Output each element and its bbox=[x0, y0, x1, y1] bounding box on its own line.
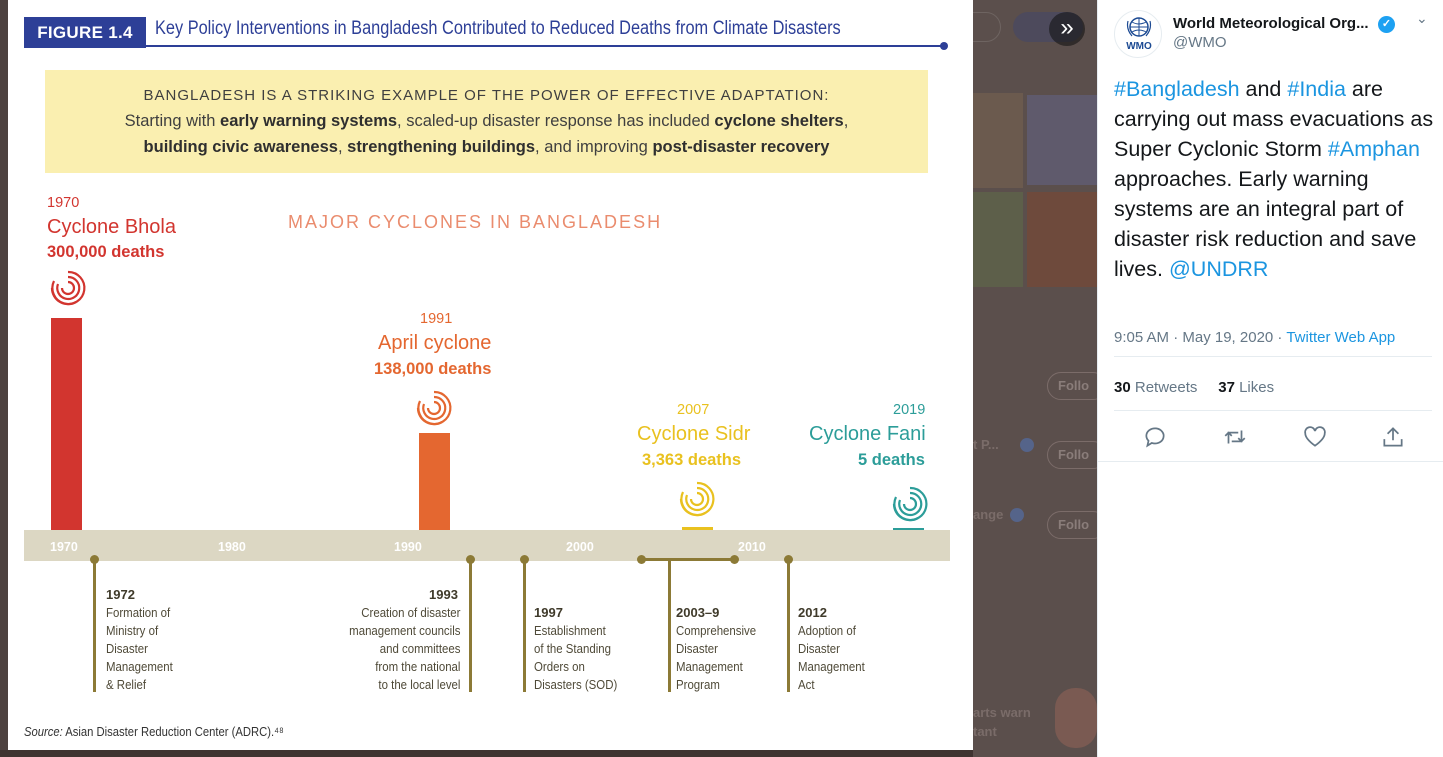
background-overlay bbox=[0, 750, 973, 757]
reply-icon[interactable] bbox=[1142, 424, 1168, 450]
event-line bbox=[668, 559, 671, 692]
event-year: 1997 bbox=[534, 605, 563, 620]
chevron-down-icon[interactable]: ⌄ bbox=[1416, 10, 1428, 26]
title-rule-dot bbox=[940, 42, 948, 50]
avatar-label: WMO bbox=[1126, 41, 1152, 52]
divider bbox=[1114, 410, 1432, 411]
axis-tick-label: 2000 bbox=[566, 540, 594, 554]
callout-body: Starting with early warning systems, sca… bbox=[124, 112, 849, 156]
cyclone-name: Cyclone Bhola bbox=[47, 216, 176, 238]
hashtag-link[interactable]: #India bbox=[1287, 77, 1346, 101]
cyclone-icon bbox=[50, 270, 86, 306]
event-year: 2012 bbox=[798, 605, 827, 620]
event-description: Formation of Ministry of Disaster Managemen… bbox=[106, 605, 173, 692]
mention-link[interactable]: @UNDRR bbox=[1168, 257, 1269, 281]
axis-tick-label: 1970 bbox=[50, 540, 78, 554]
event-description: Establishment of the Standing Orders on Dis… bbox=[534, 623, 618, 692]
tweet-panel: WMO World Meteorological Org... ✓ @WMO ⌄… bbox=[1097, 0, 1443, 757]
event-line bbox=[787, 559, 790, 692]
cyclone-year: 2019 bbox=[893, 402, 926, 418]
cyclone-icon bbox=[892, 486, 928, 522]
tweet-stats: 30 Retweets 37 Likes bbox=[1114, 379, 1274, 396]
background-thumbnail bbox=[973, 192, 1023, 287]
event-line bbox=[469, 559, 472, 692]
axis-tick-label: 2010 bbox=[738, 540, 766, 554]
event-description: Creation of disaster management councils a… bbox=[348, 605, 460, 692]
share-icon[interactable] bbox=[1380, 424, 1406, 450]
axis-tick-label: 1980 bbox=[218, 540, 246, 554]
expand-icon[interactable]: » bbox=[1049, 12, 1085, 46]
cyclone-bar bbox=[51, 318, 82, 530]
background-text: ange bbox=[973, 507, 1004, 522]
user-name[interactable]: World Meteorological Org... bbox=[1173, 15, 1369, 32]
cyclone-icon bbox=[416, 390, 452, 426]
timeline-axis bbox=[24, 530, 950, 561]
tweet-image[interactable]: FIGURE 1.4 Key Policy Interventions in B… bbox=[8, 0, 973, 750]
cyclone-icon bbox=[679, 481, 715, 517]
cyclone-deaths: 5 deaths bbox=[858, 451, 925, 469]
event-line bbox=[523, 559, 526, 692]
title-rule bbox=[146, 45, 943, 47]
divider bbox=[1114, 356, 1432, 357]
axis-tick-label: 1990 bbox=[394, 540, 422, 554]
wmo-logo-icon bbox=[1126, 17, 1152, 37]
background-text: arts warn bbox=[973, 705, 1031, 720]
callout-headline: BANGLADESH IS A STRIKING EXAMPLE OF THE … bbox=[143, 87, 830, 104]
cyclone-bar bbox=[419, 433, 450, 530]
hashtag-link[interactable]: #Amphan bbox=[1327, 137, 1420, 161]
background-thumbnail bbox=[1055, 688, 1097, 748]
event-description: Adoption of Disaster Management Act bbox=[798, 623, 865, 692]
event-range-bar bbox=[641, 558, 735, 561]
event-year: 2003–9 bbox=[676, 605, 720, 620]
like-icon[interactable] bbox=[1302, 424, 1328, 450]
figure-label: FIGURE 1.4 bbox=[24, 17, 146, 48]
background-verified-icon bbox=[1010, 508, 1024, 522]
cyclone-deaths: 138,000 deaths bbox=[374, 360, 492, 378]
source-app-link[interactable]: Twitter Web App bbox=[1286, 329, 1396, 346]
background-thumbnail bbox=[1027, 95, 1097, 185]
user-handle[interactable]: @WMO bbox=[1173, 34, 1227, 51]
background-text: t P... bbox=[973, 437, 999, 452]
cyclone-year: 1970 bbox=[47, 195, 80, 211]
figure-source: Source: Asian Disaster Reduction Center … bbox=[24, 725, 284, 739]
cyclone-name: Cyclone Fani bbox=[809, 423, 926, 445]
background-thumbnail bbox=[973, 93, 1023, 188]
divider bbox=[1098, 461, 1443, 462]
figure-title: Key Policy Interventions in Bangladesh C… bbox=[155, 18, 841, 39]
cyclone-name: April cyclone bbox=[378, 332, 492, 354]
background-overlay bbox=[0, 0, 8, 757]
background-thumbnail bbox=[1027, 192, 1097, 287]
cyclone-bar bbox=[682, 527, 713, 530]
background-verified-icon bbox=[1020, 438, 1034, 452]
verified-icon: ✓ bbox=[1378, 16, 1395, 33]
cyclone-name: Cyclone Sidr bbox=[637, 423, 751, 445]
like-count-link[interactable]: 37 Likes bbox=[1218, 379, 1275, 396]
event-description: Comprehensive Disaster Management Program bbox=[676, 623, 757, 692]
cyclone-deaths: 3,363 deaths bbox=[642, 451, 742, 469]
chart-title: MAJOR CYCLONES IN BANGLADESH bbox=[288, 212, 663, 232]
background-text: tant bbox=[973, 724, 997, 739]
retweet-count-link[interactable]: 30 Retweets bbox=[1114, 379, 1198, 396]
cyclone-year: 1991 bbox=[420, 311, 453, 327]
cyclone-year: 2007 bbox=[677, 402, 710, 418]
cyclone-deaths: 300,000 deaths bbox=[47, 243, 165, 261]
tweet-text: #Bangladesh and #India are carrying out … bbox=[1114, 77, 1434, 281]
hashtag-link[interactable]: #Bangladesh bbox=[1114, 77, 1240, 101]
event-year: 1972 bbox=[106, 587, 135, 602]
event-line bbox=[93, 559, 96, 692]
tweet-timestamp: 9:05 AM · May 19, 2020 · Twitter Web App bbox=[1114, 329, 1396, 346]
tweet-actions bbox=[1142, 424, 1412, 450]
event-year: 1993 bbox=[429, 587, 458, 602]
retweet-icon[interactable] bbox=[1222, 424, 1248, 450]
callout-box: BANGLADESH IS A STRIKING EXAMPLE OF THE … bbox=[45, 70, 928, 173]
cyclone-bar bbox=[893, 528, 924, 530]
avatar[interactable]: WMO bbox=[1114, 10, 1162, 58]
